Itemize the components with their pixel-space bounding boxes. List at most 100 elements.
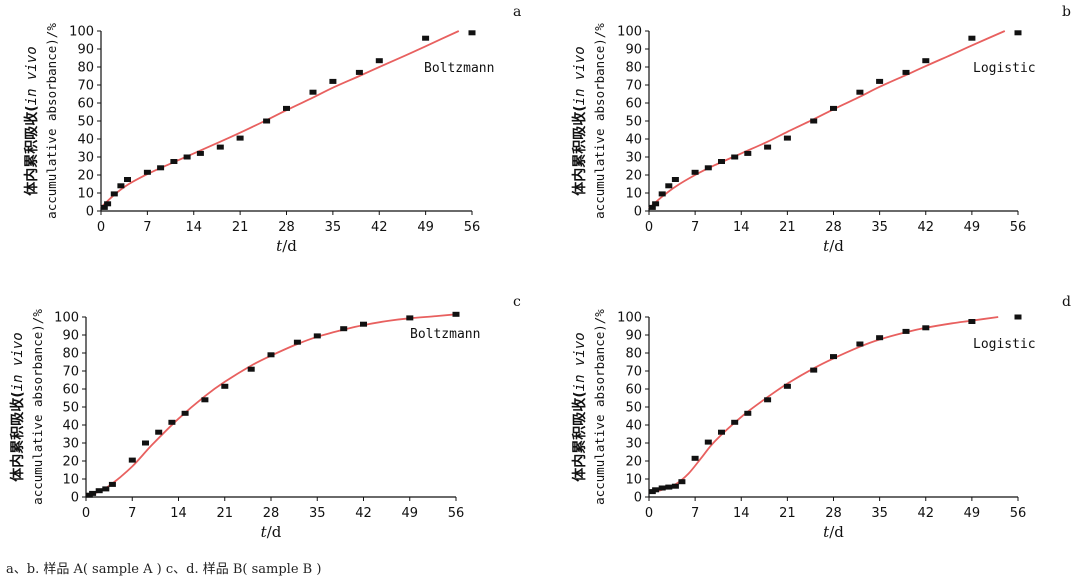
x-tick-label: 42 bbox=[355, 506, 372, 521]
data-point bbox=[968, 319, 976, 324]
data-point bbox=[181, 410, 189, 416]
x-axis-label-variable: t bbox=[823, 237, 830, 255]
x-axis-label-unit: /d bbox=[267, 523, 282, 541]
y-tick-label: 100 bbox=[617, 25, 642, 40]
model-label: Logistic bbox=[973, 61, 1036, 76]
x-tick-label: 28 bbox=[825, 506, 842, 521]
data-point bbox=[1014, 30, 1022, 36]
y-tick-label: 80 bbox=[62, 347, 79, 362]
x-tick-label: 49 bbox=[964, 220, 981, 235]
data-point bbox=[764, 144, 772, 150]
y-axis-label-line2: accumulative absorbance)/% bbox=[592, 23, 607, 219]
x-tick-label: 7 bbox=[128, 506, 136, 521]
y-axis-label-cn: 体内累积吸收( bbox=[9, 391, 26, 481]
data-point bbox=[764, 397, 772, 403]
data-point bbox=[95, 488, 103, 494]
data-point bbox=[355, 69, 363, 75]
data-point bbox=[183, 154, 191, 160]
data-point bbox=[143, 169, 151, 175]
y-tick-label: 70 bbox=[625, 365, 642, 380]
y-tick-label: 40 bbox=[77, 133, 94, 148]
y-tick-label: 30 bbox=[62, 437, 79, 452]
x-axis-label-unit: /d bbox=[829, 523, 844, 541]
x-axis-label: t/d bbox=[823, 237, 844, 255]
x-tick-label: 56 bbox=[1010, 506, 1027, 521]
y-tick-label: 30 bbox=[625, 151, 642, 166]
data-point bbox=[100, 204, 108, 210]
y-tick-label: 60 bbox=[77, 97, 94, 112]
y-tick-label: 0 bbox=[634, 205, 642, 220]
data-point bbox=[216, 144, 224, 150]
data-point bbox=[830, 105, 837, 111]
x-tick-label: 0 bbox=[97, 220, 105, 235]
data-point bbox=[267, 352, 275, 358]
data-point bbox=[704, 165, 712, 171]
data-point bbox=[810, 367, 818, 373]
chart-panel-a: 0 10 20 30 40 50 60 70 80 90 100 0 7 14 21 28 35 42 49 56 t/… bbox=[23, 4, 521, 255]
data-point bbox=[744, 410, 752, 416]
data-point bbox=[340, 326, 348, 332]
data-point bbox=[406, 315, 414, 321]
data-point bbox=[922, 325, 930, 331]
y-tick-label: 0 bbox=[71, 491, 79, 506]
data-point bbox=[856, 89, 864, 95]
data-point bbox=[718, 429, 725, 435]
x-tick-label: 14 bbox=[185, 220, 202, 235]
x-axis-label-variable: t bbox=[261, 523, 268, 541]
x-tick-label: 14 bbox=[733, 506, 750, 521]
x-tick-label: 35 bbox=[871, 220, 888, 235]
y-tick-label: 90 bbox=[77, 43, 94, 58]
data-point bbox=[671, 177, 679, 182]
y-tick-label: 70 bbox=[62, 365, 79, 380]
data-point bbox=[108, 481, 116, 487]
y-axis-label-line2: accumulative absorbance)/% bbox=[592, 309, 607, 505]
y-tick-label: 90 bbox=[625, 329, 642, 344]
y-tick-label: 30 bbox=[625, 437, 642, 452]
data-point bbox=[1014, 314, 1022, 320]
x-tick-label: 56 bbox=[1010, 220, 1027, 235]
y-tick-label: 0 bbox=[634, 491, 642, 506]
data-point bbox=[124, 177, 131, 182]
data-point bbox=[968, 35, 976, 41]
x-axis-label-unit: /d bbox=[829, 237, 844, 255]
data-point bbox=[293, 339, 301, 345]
x-axis-label: t/d bbox=[823, 523, 844, 541]
x-tick-label: 56 bbox=[448, 506, 465, 521]
data-point bbox=[731, 154, 739, 160]
x-tick-label: 42 bbox=[917, 506, 934, 521]
x-tick-label: 49 bbox=[964, 506, 981, 521]
data-point bbox=[452, 311, 460, 317]
y-tick-label: 80 bbox=[77, 61, 94, 76]
y-tick-label: 40 bbox=[62, 419, 79, 434]
panel-letter: c bbox=[513, 294, 521, 310]
data-point bbox=[648, 204, 656, 210]
y-tick-label: 60 bbox=[625, 97, 642, 112]
data-point bbox=[201, 397, 209, 403]
data-point bbox=[652, 487, 660, 493]
data-point bbox=[678, 479, 686, 485]
data-point bbox=[168, 419, 176, 425]
x-axis-label-unit: /d bbox=[282, 237, 297, 255]
data-point bbox=[102, 486, 110, 492]
data-point bbox=[247, 366, 255, 372]
x-tick-label: 28 bbox=[825, 220, 842, 235]
data-point bbox=[876, 78, 884, 84]
y-tick-label: 50 bbox=[625, 115, 642, 130]
x-tick-label: 21 bbox=[779, 220, 796, 235]
chart-panel-c: 0 10 20 30 40 50 60 70 80 90 100 0 7 14 21 28 35 42 49 56 t/… bbox=[9, 294, 521, 541]
y-axis-label-line2: accumulative absorbance)/% bbox=[30, 309, 45, 505]
data-point bbox=[468, 30, 476, 36]
y-tick-label: 50 bbox=[625, 401, 642, 416]
y-axis-label-invivo: in vivo bbox=[572, 46, 588, 105]
data-point bbox=[830, 354, 837, 360]
data-point bbox=[117, 183, 125, 189]
x-tick-label: 21 bbox=[779, 506, 796, 521]
data-point bbox=[658, 191, 666, 197]
model-label: Boltzmann bbox=[410, 327, 480, 342]
y-tick-label: 60 bbox=[625, 383, 642, 398]
data-point bbox=[671, 483, 679, 489]
x-axis-label: t/d bbox=[261, 523, 282, 541]
data-point bbox=[329, 78, 337, 84]
y-tick-label: 80 bbox=[625, 347, 642, 362]
